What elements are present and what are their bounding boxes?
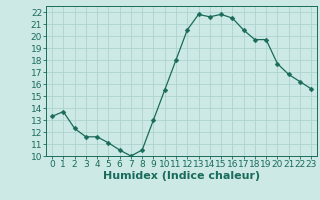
X-axis label: Humidex (Indice chaleur): Humidex (Indice chaleur) (103, 171, 260, 181)
